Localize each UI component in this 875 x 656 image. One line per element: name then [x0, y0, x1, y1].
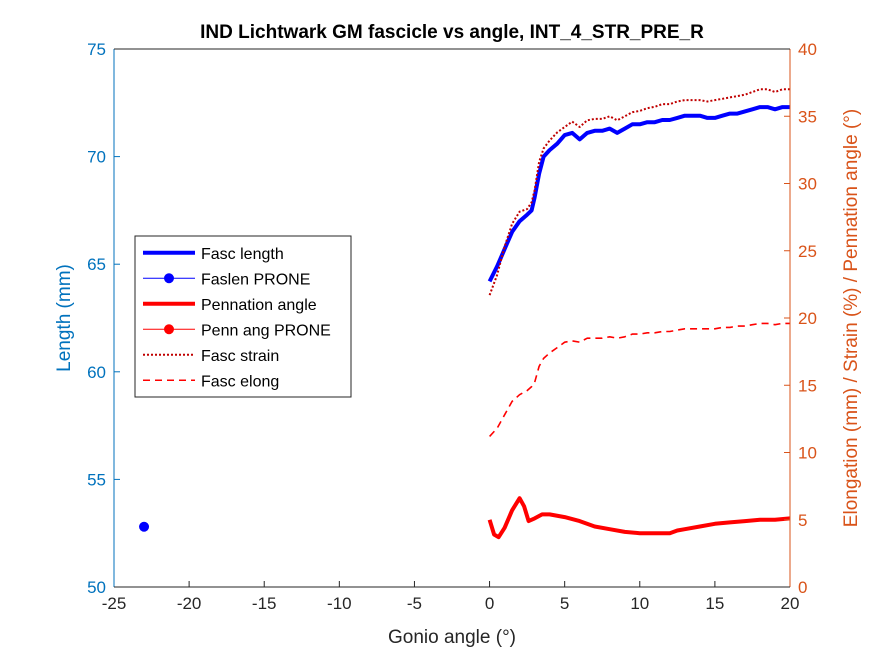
fasc-strain-line — [488, 88, 790, 296]
legend-box — [134, 235, 352, 398]
pennation-angle-line — [487, 496, 791, 540]
legend-label-fasc-strain: Fasc strain — [201, 348, 279, 365]
y-left-tick-label-4: 70 — [87, 148, 106, 167]
y-right-tick-label-7: 35 — [798, 107, 817, 126]
x-tick-label-0: -25 — [102, 594, 127, 613]
y-right-tick-label-1: 5 — [798, 511, 807, 530]
y-axis-left-label: Length (mm) — [54, 264, 75, 372]
chart-title: IND Lichtwark GM fascicle vs angle, INT_… — [200, 22, 704, 43]
y-left-tick-label-1: 55 — [87, 470, 106, 489]
x-tick-label-2: -15 — [252, 594, 277, 613]
y-right-tick-label-8: 40 — [798, 40, 817, 59]
x-tick-label-5: 0 — [485, 594, 494, 613]
x-tick-label-4: -5 — [407, 594, 422, 613]
legend-label-penn-ang-prone: Penn ang PRONE — [201, 322, 331, 339]
y-right-tick-label-5: 25 — [798, 242, 817, 261]
y-left-tick-label-2: 60 — [87, 363, 106, 382]
x-tick-label-7: 10 — [630, 594, 649, 613]
y-left-tick-label-0: 50 — [87, 578, 106, 597]
x-axis-label: Gonio angle (°) — [388, 627, 516, 648]
y-right-tick-label-2: 10 — [798, 444, 817, 463]
y-left-tick-label-3: 65 — [87, 255, 106, 274]
legend-label-fasc-elong: Fasc elong — [201, 373, 279, 390]
legend-label-faslen-prone: Faslen PRONE — [201, 271, 310, 288]
x-tick-label-9: 20 — [781, 594, 800, 613]
fasc-length-line — [487, 105, 790, 283]
y-right-tick-label-6: 30 — [798, 175, 817, 194]
y-axis-right-label: Elongation (mm) / Strain (%) / Pennation… — [841, 109, 862, 527]
y-right-tick-label-4: 20 — [798, 309, 817, 328]
faslen-prone-point-0 — [139, 521, 150, 532]
y-right-tick-label-0: 0 — [798, 578, 807, 597]
x-tick-label-3: -10 — [327, 594, 352, 613]
fasc-elong-line — [489, 322, 790, 437]
legend: Fasc length Faslen PRONE Pennation angle Pe… — [134, 235, 352, 398]
legend-marker-faslen-prone — [164, 273, 174, 284]
y-right-tick-label-3: 15 — [798, 376, 817, 395]
x-tick-label-6: 5 — [560, 594, 569, 613]
legend-label-pennation-angle: Pennation angle — [201, 297, 317, 314]
legend-label-fasc-length: Fasc length — [201, 246, 284, 263]
x-tick-label-1: -20 — [177, 594, 202, 613]
legend-marker-penn-ang-prone — [164, 324, 174, 335]
x-tick-label-8: 15 — [705, 594, 724, 613]
y-left-tick-label-5: 75 — [87, 40, 106, 59]
